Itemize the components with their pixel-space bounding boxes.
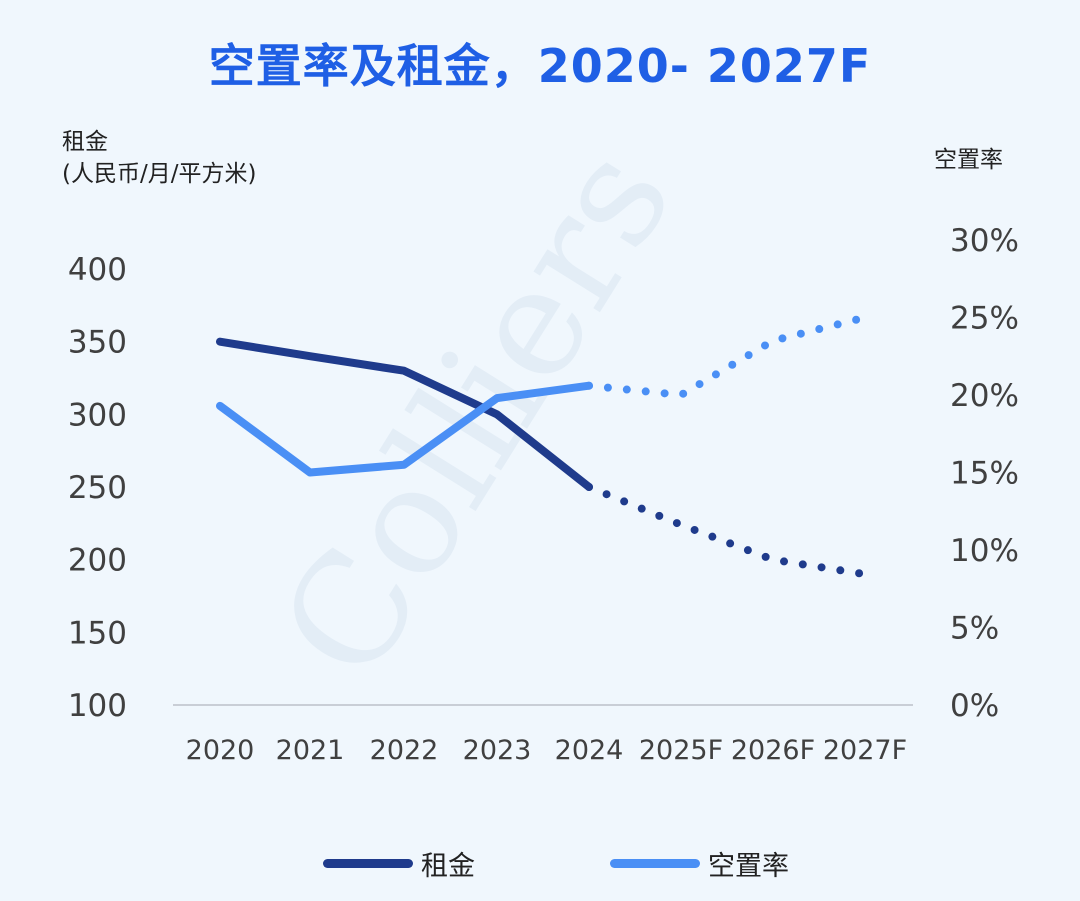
legend-item-vacancy: 空置率 bbox=[610, 843, 789, 883]
left-axis-ticks: 400 350 300 250 200 150 100 bbox=[68, 252, 127, 724]
right-tick-label: 0% bbox=[950, 688, 999, 724]
left-tick-label: 200 bbox=[68, 543, 127, 579]
legend-label-rent: 租金 bbox=[421, 850, 475, 882]
right-axis-ticks: 30% 25% 20% 15% 10% 5% 0% bbox=[950, 223, 1019, 724]
legend-label-vacancy: 空置率 bbox=[708, 850, 789, 882]
left-tick-label: 100 bbox=[68, 688, 127, 724]
x-tick-label: 2024 bbox=[555, 735, 624, 766]
right-tick-label: 30% bbox=[950, 223, 1019, 259]
left-tick-label: 300 bbox=[68, 397, 127, 433]
x-tick-label: 2023 bbox=[463, 735, 532, 766]
x-tick-label: 2020 bbox=[186, 735, 255, 766]
left-axis-label: 租金 (人民币/月/平方米) bbox=[62, 126, 256, 190]
right-tick-label: 5% bbox=[950, 611, 999, 647]
left-tick-label: 250 bbox=[68, 470, 127, 506]
x-tick-label: 2027F bbox=[823, 735, 907, 766]
right-axis-label: 空置率 bbox=[934, 147, 1003, 173]
legend-swatch-vacancy bbox=[610, 858, 700, 868]
right-tick-label: 25% bbox=[950, 301, 1019, 337]
x-axis-ticks: 2020 2021 2022 2023 2024 2025F 2026F 2027F bbox=[186, 735, 907, 766]
left-tick-label: 150 bbox=[68, 615, 127, 651]
x-tick-label: 2025F bbox=[639, 735, 723, 766]
legend-swatch-rent bbox=[323, 858, 413, 868]
left-axis-label-line1: 租金 bbox=[62, 129, 108, 155]
left-axis-label-line2: (人民币/月/平方米) bbox=[62, 161, 257, 187]
x-tick-label: 2021 bbox=[276, 735, 345, 766]
right-tick-label: 15% bbox=[950, 456, 1019, 492]
series-group bbox=[216, 313, 869, 579]
left-tick-label: 400 bbox=[68, 252, 127, 288]
series-line-rent-actual bbox=[216, 337, 593, 491]
left-tick-label: 350 bbox=[68, 325, 127, 361]
legend-item-rent: 租金 bbox=[323, 843, 475, 883]
x-tick-label: 2022 bbox=[370, 735, 439, 766]
series-line-vacancy-forecast bbox=[585, 313, 869, 399]
right-tick-label: 10% bbox=[950, 533, 1019, 569]
chart-title: 空置率及租金，2020- 2027F bbox=[208, 39, 872, 93]
x-tick-label: 2026F bbox=[731, 735, 815, 766]
series-line-vacancy-actual bbox=[216, 381, 593, 477]
series-line-rent-forecast bbox=[585, 483, 869, 579]
right-tick-label: 20% bbox=[950, 378, 1019, 414]
